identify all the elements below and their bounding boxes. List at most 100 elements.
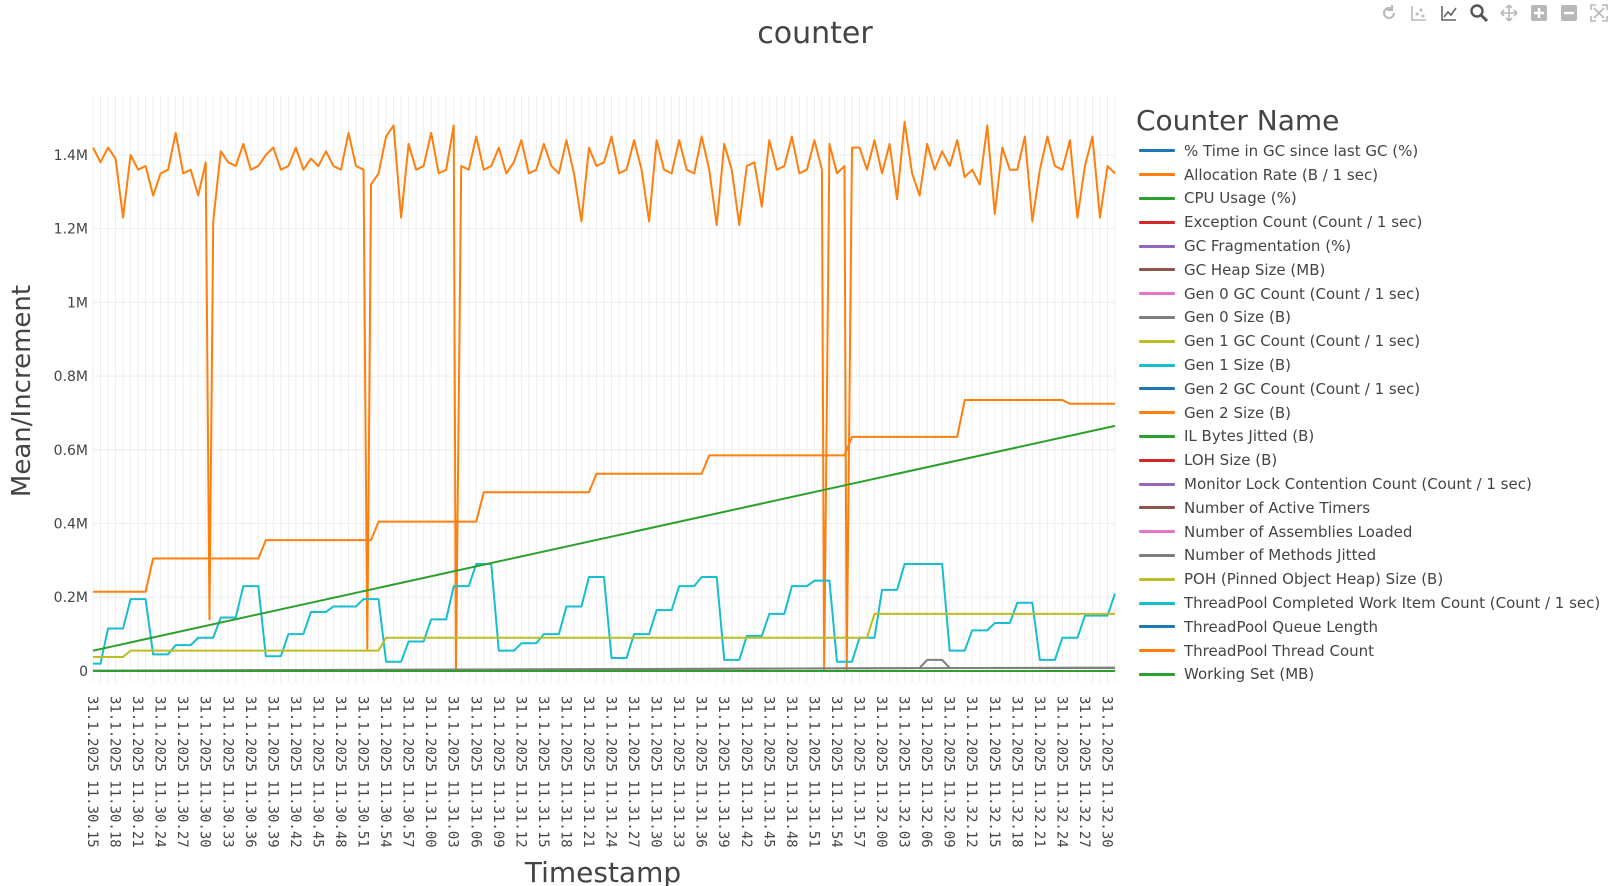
x-tick-label: 31.1.2025 11.31.09 xyxy=(490,696,506,848)
legend-label: IL Bytes Jitted (B) xyxy=(1184,427,1315,446)
zoom-icon[interactable] xyxy=(1466,2,1492,24)
legend-item[interactable]: POH (Pinned Object Heap) Size (B) xyxy=(1136,567,1600,591)
legend-item[interactable]: Working Set (MB) xyxy=(1136,663,1600,687)
legend-item[interactable]: Exception Count (Count / 1 sec) xyxy=(1136,210,1600,234)
legend-swatch xyxy=(1139,220,1175,224)
zoom-out-icon[interactable] xyxy=(1556,2,1582,24)
x-tick-label: 31.1.2025 11.32.03 xyxy=(896,696,912,848)
legend-item[interactable]: IL Bytes Jitted (B) xyxy=(1136,425,1600,449)
legend-label: Working Set (MB) xyxy=(1184,665,1315,684)
reset-axes-icon[interactable] xyxy=(1376,2,1402,24)
legend-item[interactable]: GC Heap Size (MB) xyxy=(1136,258,1600,282)
series-line[interactable] xyxy=(93,563,1116,665)
y-tick-label: 1.2M xyxy=(54,222,88,238)
legend-swatch xyxy=(1139,434,1175,438)
legend-title: Counter Name xyxy=(1136,104,1340,137)
legend-label: Gen 0 Size (B) xyxy=(1184,308,1291,327)
pan-icon[interactable] xyxy=(1496,2,1522,24)
compare-data-icon[interactable] xyxy=(1436,2,1462,24)
y-tick-label: 0.6M xyxy=(54,443,88,459)
legend-label: POH (Pinned Object Heap) Size (B) xyxy=(1184,570,1444,589)
x-tick-label: 31.1.2025 11.31.57 xyxy=(851,696,867,848)
grid xyxy=(92,96,1116,682)
x-tick-label: 31.1.2025 11.32.15 xyxy=(986,696,1002,848)
legend-item[interactable]: Gen 2 Size (B) xyxy=(1136,401,1600,425)
legend-item[interactable]: Gen 2 GC Count (Count / 1 sec) xyxy=(1136,377,1600,401)
x-tick-label: 31.1.2025 11.32.18 xyxy=(1008,696,1024,848)
series-line[interactable] xyxy=(92,424,1116,652)
legend-item[interactable]: Number of Active Timers xyxy=(1136,496,1600,520)
legend-label: Gen 0 GC Count (Count / 1 sec) xyxy=(1184,284,1421,303)
legend-swatch xyxy=(1139,672,1175,676)
legend-swatch xyxy=(1139,363,1175,367)
legend-swatch xyxy=(1139,601,1175,605)
legend-label: Gen 1 Size (B) xyxy=(1184,356,1291,375)
x-tick-label: 31.1.2025 11.30.33 xyxy=(219,696,235,848)
y-tick-label: 1.4M xyxy=(54,148,88,164)
plot-area[interactable] xyxy=(92,120,1116,672)
x-tick-label: 31.1.2025 11.31.42 xyxy=(738,696,754,848)
legend-item[interactable]: % Time in GC since last GC (%) xyxy=(1136,139,1600,163)
legend-item[interactable]: ThreadPool Thread Count xyxy=(1136,639,1600,663)
legend-swatch xyxy=(1139,292,1175,296)
zoom-in-icon[interactable] xyxy=(1526,2,1552,24)
x-tick-label: 31.1.2025 11.32.27 xyxy=(1076,696,1092,848)
series-line[interactable] xyxy=(93,399,1115,593)
legend-label: Gen 1 GC Count (Count / 1 sec) xyxy=(1184,332,1421,351)
legend-item[interactable]: Monitor Lock Contention Count (Count / 1… xyxy=(1136,472,1600,496)
legend-item[interactable]: ThreadPool Completed Work Item Count (Co… xyxy=(1136,591,1600,615)
show-closest-icon[interactable] xyxy=(1406,2,1432,24)
x-tick-label: 31.1.2025 11.31.39 xyxy=(715,696,731,848)
x-tick-label: 31.1.2025 11.32.06 xyxy=(918,696,934,848)
legend-label: Allocation Rate (B / 1 sec) xyxy=(1184,165,1379,184)
autoscale-icon[interactable] xyxy=(1586,2,1612,24)
legend-item[interactable]: CPU Usage (%) xyxy=(1136,187,1600,211)
x-tick-label: 31.1.2025 11.31.30 xyxy=(648,696,664,848)
x-tick-label: 31.1.2025 11.31.15 xyxy=(535,696,551,848)
series-line[interactable] xyxy=(92,120,1116,672)
x-tick-label: 31.1.2025 11.31.00 xyxy=(422,696,438,848)
x-tick-label: 31.1.2025 11.31.18 xyxy=(557,696,573,848)
legend-swatch xyxy=(1139,173,1175,177)
series-line[interactable] xyxy=(93,612,1115,658)
legend-swatch xyxy=(1139,553,1175,557)
legend-item[interactable]: Gen 1 Size (B) xyxy=(1136,353,1600,377)
x-tick-label: 31.1.2025 11.31.21 xyxy=(580,696,596,848)
x-tick-label: 31.1.2025 11.31.03 xyxy=(445,696,461,848)
x-tick-label: 31.1.2025 11.31.54 xyxy=(828,696,844,848)
legend-label: ThreadPool Completed Work Item Count (Co… xyxy=(1184,594,1601,613)
legend-swatch xyxy=(1139,268,1175,272)
x-tick-label: 31.1.2025 11.30.24 xyxy=(152,696,168,848)
x-tick-label: 31.1.2025 11.30.54 xyxy=(377,696,393,848)
legend-item[interactable]: Gen 0 Size (B) xyxy=(1136,306,1600,330)
x-tick-label: 31.1.2025 11.30.51 xyxy=(355,696,371,848)
legend-item[interactable]: ThreadPool Queue Length xyxy=(1136,615,1600,639)
legend-item[interactable]: Gen 0 GC Count (Count / 1 sec) xyxy=(1136,282,1600,306)
legend-label: ThreadPool Queue Length xyxy=(1184,617,1379,636)
chart-title: counter xyxy=(757,16,873,51)
y-tick-label: 0.2M xyxy=(54,590,88,606)
x-tick-label: 31.1.2025 11.30.45 xyxy=(309,696,325,848)
legend-swatch xyxy=(1139,577,1175,581)
x-tick-label: 31.1.2025 11.31.45 xyxy=(760,696,776,848)
legend-label: ThreadPool Thread Count xyxy=(1184,641,1375,660)
legend-item[interactable]: Number of Methods Jitted xyxy=(1136,544,1600,568)
x-tick-label: 31.1.2025 11.32.12 xyxy=(963,696,979,848)
x-tick-label: 31.1.2025 11.31.27 xyxy=(625,696,641,848)
legend-label: CPU Usage (%) xyxy=(1184,189,1297,208)
legend-item[interactable]: Number of Assemblies Loaded xyxy=(1136,520,1600,544)
legend-swatch xyxy=(1139,458,1175,462)
legend-item[interactable]: Allocation Rate (B / 1 sec) xyxy=(1136,163,1600,187)
legend-label: LOH Size (B) xyxy=(1184,451,1278,470)
legend-item[interactable]: LOH Size (B) xyxy=(1136,448,1600,472)
x-tick-label: 31.1.2025 11.31.06 xyxy=(467,696,483,848)
legend-item[interactable]: Gen 1 GC Count (Count / 1 sec) xyxy=(1136,329,1600,353)
legend-item[interactable]: GC Fragmentation (%) xyxy=(1136,234,1600,258)
x-tick-label: 31.1.2025 11.31.33 xyxy=(670,696,686,848)
legend-label: Gen 2 GC Count (Count / 1 sec) xyxy=(1184,379,1421,398)
x-tick-label: 31.1.2025 11.30.48 xyxy=(332,696,348,848)
legend-swatch xyxy=(1139,315,1175,319)
legend-items: % Time in GC since last GC (%) Allocation… xyxy=(1136,139,1600,686)
x-tick-label: 31.1.2025 11.30.36 xyxy=(242,696,258,848)
